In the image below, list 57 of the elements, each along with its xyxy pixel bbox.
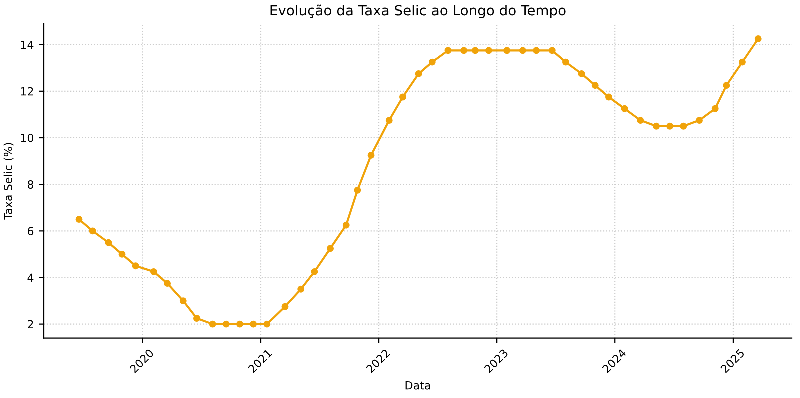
x-axis-title: Data — [406, 382, 430, 390]
point — [578, 70, 586, 78]
point — [386, 117, 393, 124]
point — [592, 82, 599, 90]
point — [739, 58, 746, 66]
point — [264, 320, 271, 328]
point — [105, 239, 112, 246]
point — [76, 216, 83, 223]
point — [327, 245, 334, 252]
y-tick-label: 4 — [28, 274, 34, 282]
point — [444, 47, 452, 54]
y-tick-label: 6 — [28, 227, 34, 236]
point — [460, 47, 468, 54]
point — [562, 58, 570, 66]
point — [209, 320, 216, 328]
point — [298, 286, 305, 293]
point — [533, 47, 540, 54]
point — [486, 47, 492, 54]
point — [132, 262, 140, 270]
point — [311, 268, 318, 276]
y-tick-label: 8 — [28, 180, 34, 189]
point — [428, 58, 436, 66]
point — [653, 122, 660, 130]
point — [118, 250, 126, 258]
y-tick-label: 10 — [21, 134, 34, 142]
point — [519, 47, 526, 54]
y-tick-label: 14 — [21, 40, 34, 50]
point — [754, 36, 762, 42]
point — [236, 320, 244, 328]
point — [548, 47, 556, 54]
point — [712, 105, 719, 112]
point — [415, 70, 422, 78]
point — [680, 122, 688, 130]
point — [89, 228, 96, 235]
y-axis-title: Taxa Selic (%) — [4, 143, 14, 220]
point — [399, 94, 406, 101]
point — [222, 320, 230, 328]
point — [723, 82, 730, 90]
y-tick-label: 2 — [28, 320, 34, 329]
point — [282, 303, 289, 310]
point — [368, 152, 375, 159]
point — [250, 320, 258, 328]
point — [666, 122, 674, 130]
point — [621, 105, 628, 112]
point — [342, 222, 350, 229]
y-tick-label: 12 — [21, 87, 34, 96]
point — [637, 117, 644, 124]
point — [472, 47, 479, 54]
point — [504, 47, 511, 54]
point — [180, 298, 187, 305]
point — [150, 268, 158, 276]
point — [164, 280, 172, 288]
point — [696, 117, 703, 124]
point — [193, 315, 200, 322]
point — [354, 186, 362, 194]
chart-title: Evolução da Taxa Selic ao Longo do Tempo — [270, 4, 566, 18]
point — [605, 94, 612, 101]
